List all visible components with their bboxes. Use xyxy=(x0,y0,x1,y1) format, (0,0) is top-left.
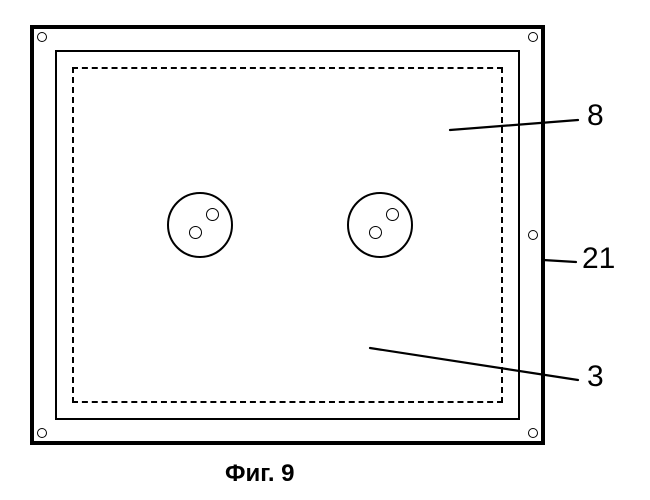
figure-canvas: 8 21 3 Фиг. 9 xyxy=(0,0,650,500)
callout-label: 21 xyxy=(582,242,615,276)
leader-lines xyxy=(0,0,650,500)
leader-line xyxy=(370,348,578,380)
leader-line xyxy=(543,260,576,262)
leader-line xyxy=(450,120,578,130)
callout-label: 8 xyxy=(587,99,604,133)
callout-label: 3 xyxy=(587,360,604,394)
figure-caption: Фиг. 9 xyxy=(225,460,295,488)
